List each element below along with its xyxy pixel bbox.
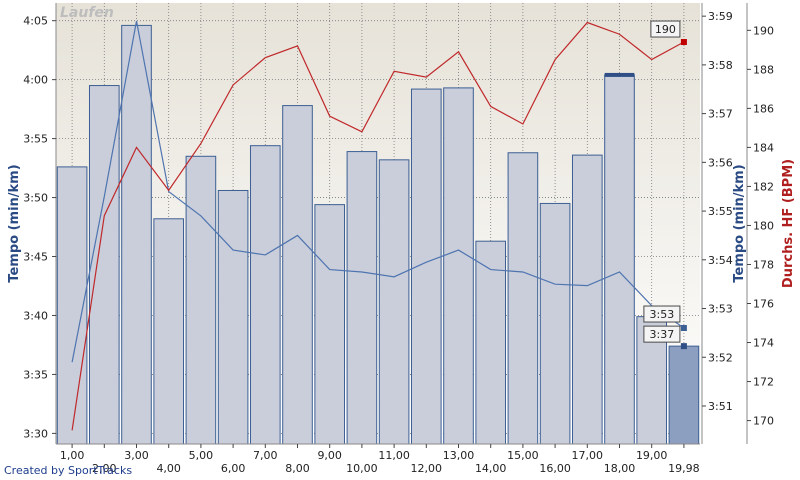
pace-bar [378, 159, 410, 445]
left-tick-label: 3:35 [23, 368, 48, 381]
left-tick-label: 3:45 [23, 251, 48, 264]
x-tick-label: 5,00 [189, 449, 214, 462]
right2-tick-label: 182 [753, 180, 774, 193]
pace-bar [443, 87, 474, 445]
left-tick-label: 3:55 [23, 133, 48, 146]
x-tick-label: 7,00 [253, 449, 278, 462]
right-axis-1-title: Tempo (min/km) [732, 164, 747, 282]
right-axis-2-title: Durchs. HF (BPM) [781, 159, 796, 288]
credit-link[interactable]: Created by SportTracks [4, 464, 133, 477]
right2-tick-label: 178 [753, 258, 774, 271]
left-tick-label: 3:50 [23, 192, 48, 205]
x-tick-label: 4,00 [156, 462, 181, 475]
right1-tick-label: 3:56 [708, 156, 733, 169]
bar-highlight-cap [604, 72, 635, 77]
x-tick-label: 19,98 [668, 462, 700, 475]
x-tick-label: 8,00 [285, 462, 310, 475]
plot-background [56, 3, 700, 444]
pace-bar [185, 155, 217, 445]
x-tick-label: 2,00 [92, 462, 117, 475]
right1-tick-label: 3:54 [708, 254, 733, 267]
x-tick-label: 6,00 [221, 462, 246, 475]
right2-tick-label: 180 [753, 219, 774, 232]
heart-rate-line [71, 21, 685, 431]
x-tick-label: 9,00 [317, 449, 342, 462]
left-axis-title: Tempo (min/km) [7, 164, 22, 282]
x-tick-label: 10,00 [346, 462, 378, 475]
right1-tick-label: 3:59 [708, 10, 733, 23]
hr-end-label: 190 [655, 23, 676, 36]
pace-bar [153, 218, 185, 445]
right2-tick-label: 186 [753, 102, 774, 115]
x-tick-label: 15,00 [507, 449, 539, 462]
x-tick-label: 13,00 [443, 449, 475, 462]
pace-bar [121, 24, 152, 445]
right1-tick-label: 3:55 [708, 205, 733, 218]
hr-end-label-box [650, 20, 681, 38]
pace-bar [475, 240, 507, 445]
x-tick-label: 12,00 [411, 462, 443, 475]
right1-tick-label: 3:52 [708, 351, 733, 364]
right1-tick-label: 3:51 [708, 400, 733, 413]
pace-bar [507, 152, 539, 445]
pace-bar [282, 105, 313, 445]
hr-end-marker [680, 39, 687, 46]
x-tick-label: 16,00 [539, 462, 571, 475]
pace-bar [571, 154, 603, 445]
x-tick-label: 3,00 [124, 449, 149, 462]
x-tick-label: 19,00 [636, 449, 668, 462]
pace-bar [56, 166, 88, 445]
right2-tick-label: 172 [753, 376, 774, 389]
x-tick-label: 11,00 [378, 449, 410, 462]
bar-end-label-box [643, 325, 681, 343]
pace-end-marker [680, 325, 687, 332]
left-tick-label: 4:00 [23, 74, 48, 87]
bar-end-marker [680, 343, 687, 350]
pace-bar [604, 74, 635, 445]
pace-bar [249, 145, 281, 445]
pace-line [71, 20, 685, 363]
pace-line-end-label: 3:53 [650, 308, 675, 321]
x-tick-label: 14,00 [475, 462, 507, 475]
left-tick-label: 3:30 [23, 427, 48, 440]
left-tick-label: 4:05 [23, 15, 48, 28]
x-tick-label: 18,00 [604, 462, 636, 475]
right2-tick-label: 174 [753, 337, 774, 350]
right2-tick-label: 188 [753, 63, 774, 76]
chart-title: Laufen [60, 5, 114, 21]
right1-tick-label: 3:57 [708, 108, 733, 121]
right1-tick-label: 3:58 [708, 59, 733, 72]
x-tick-label: 1,00 [60, 449, 85, 462]
right2-tick-label: 170 [753, 415, 774, 428]
left-tick-label: 3:40 [23, 309, 48, 322]
right2-tick-label: 190 [753, 24, 774, 37]
pace-bar [314, 204, 346, 445]
pace-bar [217, 189, 249, 445]
pace-bar [346, 151, 378, 445]
bar-end-label: 3:37 [650, 328, 675, 341]
pace-bar [668, 345, 700, 445]
pace-bar [539, 202, 571, 445]
pace-line-end-label-box [643, 305, 681, 323]
right1-tick-label: 3:53 [708, 303, 733, 316]
x-tick-label: 17,00 [572, 449, 604, 462]
right2-tick-label: 184 [753, 141, 774, 154]
right2-tick-label: 176 [753, 298, 774, 311]
